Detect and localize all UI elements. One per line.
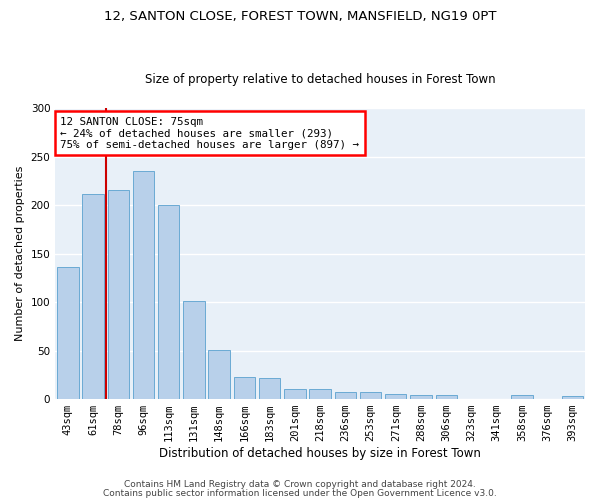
Bar [310, 390, 331, 399]
Text: Contains HM Land Registry data © Crown copyright and database right 2024.: Contains HM Land Registry data © Crown c… [124, 480, 476, 489]
Bar [133, 171, 154, 399]
Bar [233, 377, 255, 399]
Bar [436, 395, 457, 399]
Text: 12 SANTON CLOSE: 75sqm
← 24% of detached houses are smaller (293)
75% of semi-de: 12 SANTON CLOSE: 75sqm ← 24% of detached… [61, 116, 359, 150]
Bar [107, 190, 129, 399]
Bar [57, 267, 79, 399]
Bar [208, 350, 230, 399]
Bar [335, 392, 356, 399]
Bar [360, 392, 381, 399]
Bar [158, 205, 179, 399]
Bar [183, 301, 205, 399]
Text: Contains public sector information licensed under the Open Government Licence v3: Contains public sector information licen… [103, 488, 497, 498]
Bar [410, 395, 432, 399]
X-axis label: Distribution of detached houses by size in Forest Town: Distribution of detached houses by size … [159, 447, 481, 460]
Text: 12, SANTON CLOSE, FOREST TOWN, MANSFIELD, NG19 0PT: 12, SANTON CLOSE, FOREST TOWN, MANSFIELD… [104, 10, 496, 23]
Y-axis label: Number of detached properties: Number of detached properties [15, 166, 25, 341]
Bar [385, 394, 406, 399]
Bar [259, 378, 280, 399]
Bar [82, 194, 104, 399]
Bar [284, 390, 305, 399]
Bar [562, 396, 583, 399]
Bar [511, 395, 533, 399]
Title: Size of property relative to detached houses in Forest Town: Size of property relative to detached ho… [145, 73, 496, 86]
